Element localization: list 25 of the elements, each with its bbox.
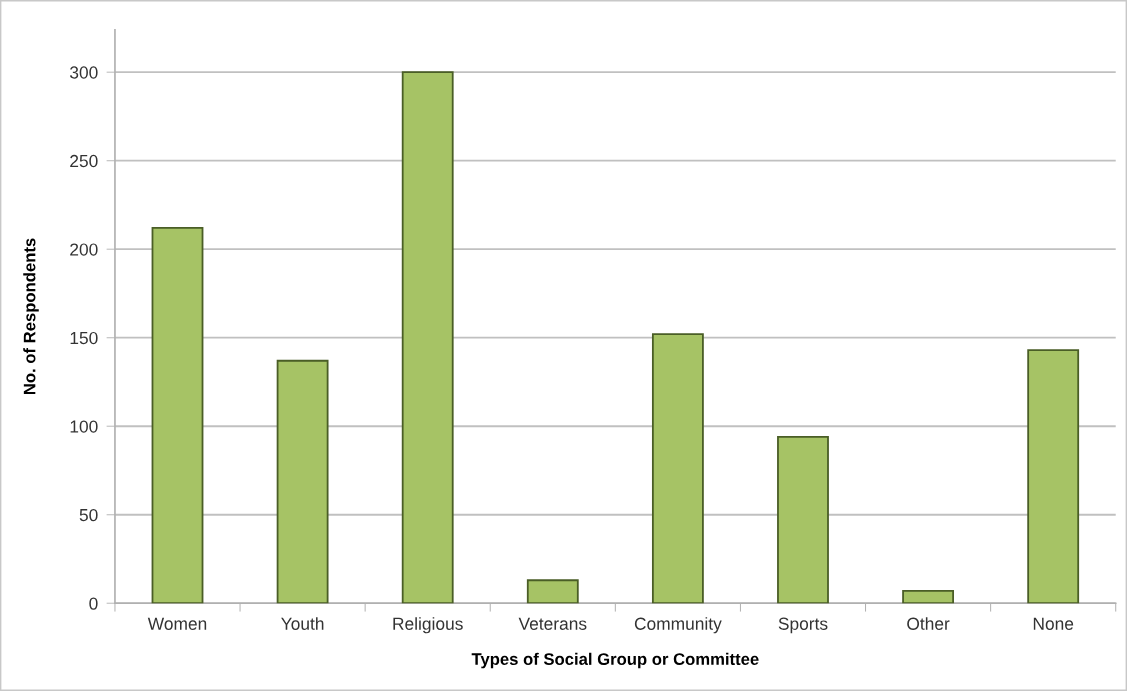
y-tick-label: 250 [70, 154, 98, 168]
y-tick-label: 150 [70, 331, 98, 345]
y-tick-label: 0 [89, 597, 98, 610]
bar [276, 359, 329, 604]
x-tick-label: Women [147, 617, 207, 630]
x-tick-label: Community [634, 617, 722, 634]
x-tick-label: None [1033, 617, 1074, 630]
x-tick-label: Other [907, 617, 950, 630]
y-tick-label: 50 [79, 508, 98, 522]
bar [777, 435, 829, 604]
x-tick-label: Religious [393, 617, 463, 634]
bar [401, 71, 454, 604]
y-axis-title: No. of Respondents [23, 238, 39, 395]
x-tick-label: Youth [281, 617, 324, 630]
x-tick-label: Sports [778, 617, 828, 634]
y-tick-label: 300 [69, 66, 98, 79]
bar [151, 227, 204, 604]
y-tick-label: 200 [70, 243, 98, 256]
bar [902, 589, 955, 604]
y-tick-label: 100 [70, 420, 98, 433]
x-tick-label: Veterans [518, 617, 587, 630]
bar [651, 333, 704, 604]
bar [526, 579, 579, 604]
x-axis-title: Types of Social Group or Committee [471, 652, 759, 669]
bar [1027, 349, 1080, 604]
